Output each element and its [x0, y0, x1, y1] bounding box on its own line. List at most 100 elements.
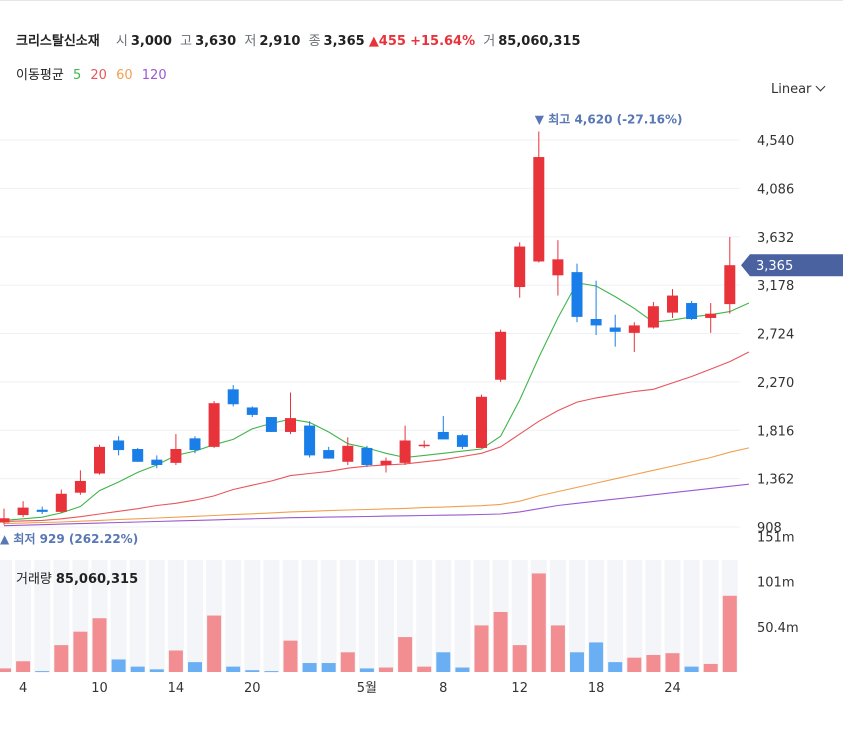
price-tick-label: 908	[757, 521, 782, 536]
volume-bar	[646, 654, 661, 672]
volume-bar	[722, 595, 737, 672]
open-value: 3,000	[130, 34, 172, 49]
volume-bar	[474, 625, 489, 672]
candle-body	[36, 509, 48, 512]
price-tick-label: 3,178	[757, 279, 794, 294]
volume-column-bg	[511, 560, 528, 672]
volume-bar	[531, 573, 546, 672]
volume-bar	[570, 652, 584, 672]
volume-bar	[321, 663, 336, 672]
volume-column-bg	[378, 560, 394, 672]
volume-panel-value: 85,060,315	[55, 572, 139, 587]
price-tick-label: 3,632	[757, 231, 794, 246]
high-label: 고	[180, 34, 193, 49]
volume-bar	[226, 666, 241, 672]
volume-panel-title: 거래량 85,060,315	[16, 568, 138, 587]
candle-body	[380, 460, 392, 465]
price-tick-label: 4,540	[757, 134, 794, 149]
low-annotation: ▲ 최저 929 (262.22%)	[0, 531, 138, 546]
volume-tick-label: 151m	[757, 531, 794, 546]
volume-bar	[168, 650, 183, 672]
price-tick-label: 1,816	[757, 424, 794, 439]
volume-bar	[340, 652, 355, 672]
candle-body	[74, 480, 86, 493]
moving-average-legend: 이동평균 5 20 60 120	[16, 64, 172, 83]
low-value: 2,910	[259, 34, 301, 49]
price-tick-label: 2,724	[757, 328, 794, 343]
candle-body	[647, 306, 659, 328]
low-label: 저	[244, 34, 257, 49]
candle-body	[170, 449, 182, 463]
candle-body	[628, 325, 640, 333]
ma-legend-60: 60	[116, 68, 133, 83]
ma20-line	[3, 351, 750, 523]
candle-body	[476, 396, 487, 448]
volume-bar	[493, 611, 508, 672]
volume-bar	[35, 671, 50, 673]
candle-body	[418, 444, 430, 447]
ma60-line	[3, 447, 750, 525]
volume-column-bg	[301, 560, 318, 672]
current-price-tag: 3,365	[741, 254, 843, 277]
x-tick-label: 4	[19, 681, 27, 696]
volume-bar	[455, 667, 470, 672]
volume-column-bg	[34, 560, 51, 672]
ma-legend-20: 20	[90, 68, 107, 83]
candle-body	[17, 507, 29, 516]
candle-body	[285, 418, 296, 432]
scale-dropdown[interactable]: Linear	[771, 81, 826, 97]
ma-legend-120: 120	[141, 68, 167, 83]
volume-column-bg	[0, 560, 12, 672]
volume-bar	[264, 671, 279, 673]
current-price-tag-shape	[741, 254, 843, 277]
candle-body	[189, 438, 201, 451]
volume-panel-label: 거래량	[16, 572, 52, 587]
x-tick-label: 18	[588, 681, 605, 696]
top-divider	[0, 0, 843, 1]
volume-column-bg	[607, 560, 624, 672]
ma-legend-5: 5	[72, 68, 82, 83]
volume-column-bg	[187, 560, 203, 672]
scale-dropdown-label: Linear	[771, 82, 812, 97]
candle-body	[132, 449, 144, 462]
price-tick-label: 1,362	[757, 473, 794, 488]
x-tick-label: 10	[91, 681, 108, 696]
candle-body	[151, 459, 163, 465]
volume-column-bg	[339, 560, 356, 672]
volume-column-bg	[129, 560, 146, 672]
volume-tick-label: 50.4m	[757, 621, 799, 636]
candle-body	[208, 403, 220, 447]
x-tick-label: 8	[439, 681, 447, 696]
volume-column-bg	[435, 560, 452, 672]
candle-body	[571, 272, 583, 317]
x-tick-label: 5월	[357, 681, 377, 696]
candle-body	[342, 445, 354, 462]
x-tick-label: 14	[168, 681, 185, 696]
candle-body	[724, 265, 736, 305]
candle-body	[113, 440, 125, 451]
volume-column-bg	[110, 560, 127, 672]
stock-name: 크리스탈신소재	[16, 34, 100, 49]
candle-body	[609, 327, 621, 332]
open-label: 시	[115, 34, 128, 49]
high-annotation: ▼ 최고 4,620 (-27.16%)	[535, 111, 683, 126]
volume-bar	[665, 653, 680, 672]
volume-bar	[16, 661, 31, 672]
candle-body	[552, 259, 564, 276]
volume-column-bg	[454, 560, 471, 672]
change-value: ▲455	[368, 34, 406, 49]
volume-bar	[73, 631, 88, 672]
candle-body	[686, 303, 698, 320]
candle-body	[94, 446, 105, 474]
x-tick-label: 24	[664, 681, 681, 696]
volume-bar	[512, 645, 527, 672]
x-tick-label: 20	[244, 681, 261, 696]
volume-bar	[302, 663, 317, 672]
volume-bar	[436, 652, 451, 672]
volume-bar	[54, 645, 69, 672]
volume-bar	[398, 637, 413, 672]
ma5-line	[3, 282, 750, 521]
close-label: 종	[308, 34, 321, 49]
x-tick-label: 12	[511, 681, 528, 696]
